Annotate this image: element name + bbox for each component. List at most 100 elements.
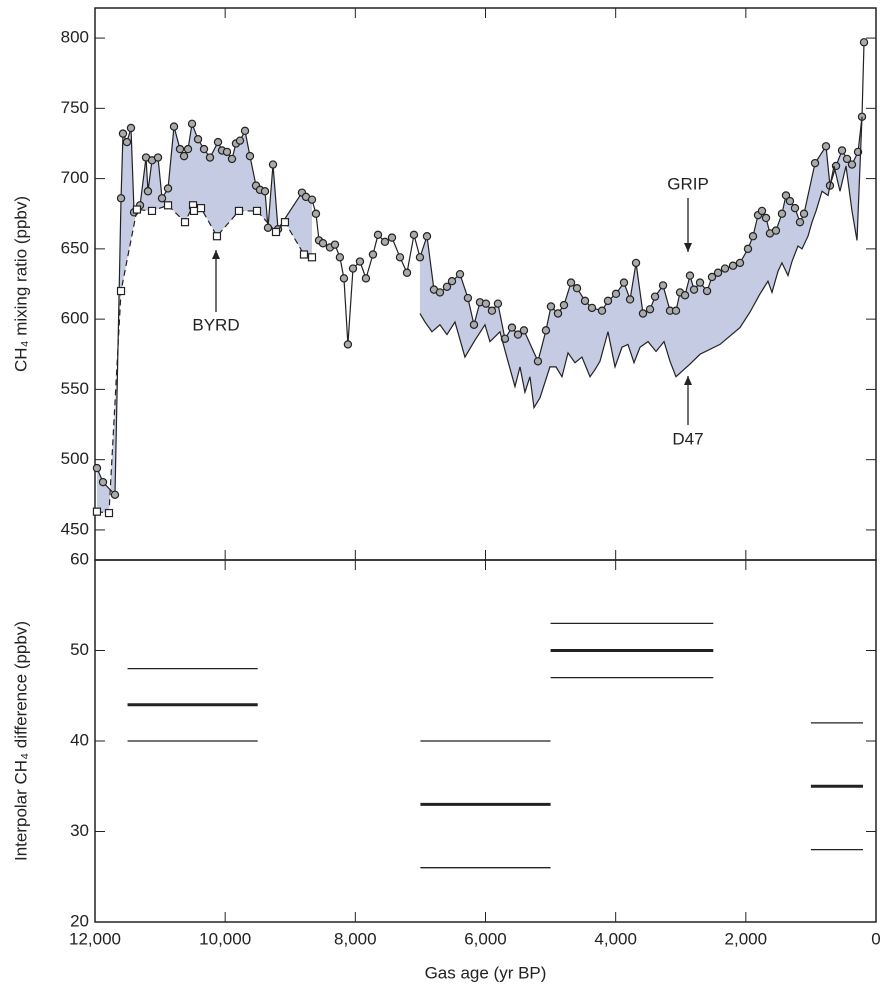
grip-point [361,274,371,283]
x-tick-label: 8,000 [334,929,377,948]
grip-point [469,320,479,329]
grip-point [263,223,273,232]
grip-point [222,147,232,157]
grip-point [143,187,153,196]
grip-point [455,269,465,279]
grip-point [368,250,378,259]
grip-point [199,144,209,154]
grip-point [318,239,328,248]
grip-point [507,323,517,332]
byrd-point [252,206,262,216]
grip-point [481,299,491,308]
y-tick-label: 650 [61,238,89,257]
y-tick-label: 550 [61,379,89,398]
grip-point [713,268,723,277]
grip-point [187,119,197,128]
x-tick-label: 10,000 [199,929,251,948]
grip-point [625,295,635,304]
byrd-point [189,206,199,216]
grip-point [245,151,255,161]
y-axis-label: CH₄ mixing ratio (ppbv) [11,196,30,372]
series-annotation: GRIP [667,174,709,193]
grip-point [597,306,607,315]
grip-point [493,299,503,308]
byrd-point [271,227,281,237]
grip-point [387,233,397,242]
grip-point [402,268,412,277]
grip-point [415,253,425,262]
x-axis-label: Gas age (yr BP) [425,963,547,982]
grip-point [611,289,621,299]
grip-point [519,326,529,335]
arrow-head [684,376,692,385]
series-line [96,203,313,514]
y-tick-label: 700 [61,168,89,187]
byrd-point [104,508,114,518]
grip-point [603,296,613,306]
byrd-point [280,218,290,227]
byrd-point [234,206,244,216]
grip-point [559,300,569,310]
grip-point [781,191,791,200]
grip-point [116,194,126,203]
grip-point [853,147,863,157]
byrd-point [307,253,317,262]
grip-point [92,463,102,473]
grip-point [790,203,800,213]
byrd-point [212,232,222,241]
grip-point [572,284,582,293]
grip-point [645,305,655,314]
x-tick-label: 6,000 [464,929,507,948]
arrow-head [684,243,692,252]
y-tick-label: 800 [61,28,89,47]
grip-point [153,153,163,162]
grip-point [689,285,699,294]
y-tick-label: 30 [70,821,89,840]
grip-point [175,144,185,154]
grip-point [735,258,745,268]
grip-point [702,286,712,296]
grip-point [720,264,730,273]
grip-point [553,309,563,318]
grip-point [707,272,717,282]
difference-area [96,123,312,514]
grip-point [580,296,590,306]
byrd-point [147,206,157,216]
grip-point [761,213,771,223]
grip-point [821,142,831,151]
grip-point [795,217,805,227]
y-tick-label: 40 [70,730,89,749]
grip-point [268,160,278,169]
grip-point [546,302,556,311]
grip-point [183,144,193,154]
grip-point [680,291,690,300]
grip-point [193,135,203,144]
grip-point [566,278,576,287]
byrd-point [180,218,190,227]
grip-point [395,253,405,262]
grip-point [98,477,108,487]
series-annotation: D47 [672,429,703,448]
grip-point [373,230,383,240]
series-annotation: BYRD [192,315,239,334]
grip-point [638,309,648,318]
grip-point [799,209,809,218]
grip-point [235,136,245,145]
grip-point [435,288,445,297]
grip-point [118,129,128,138]
y-tick-label: 50 [70,640,89,659]
y-axis-label: Interpolar CH₄ difference (ppbv) [11,621,30,861]
grip-point [122,137,132,147]
grip-point [260,187,270,196]
grip-point [348,264,358,273]
grip-point [163,184,173,193]
arrow-head [212,250,220,259]
grip-point [126,123,136,133]
grip-point [442,282,452,292]
byrd-point [92,507,102,516]
grip-point [685,271,695,280]
byrd-point [116,286,126,296]
grip-point [179,151,189,161]
x-tick-label: 2,000 [725,929,768,948]
